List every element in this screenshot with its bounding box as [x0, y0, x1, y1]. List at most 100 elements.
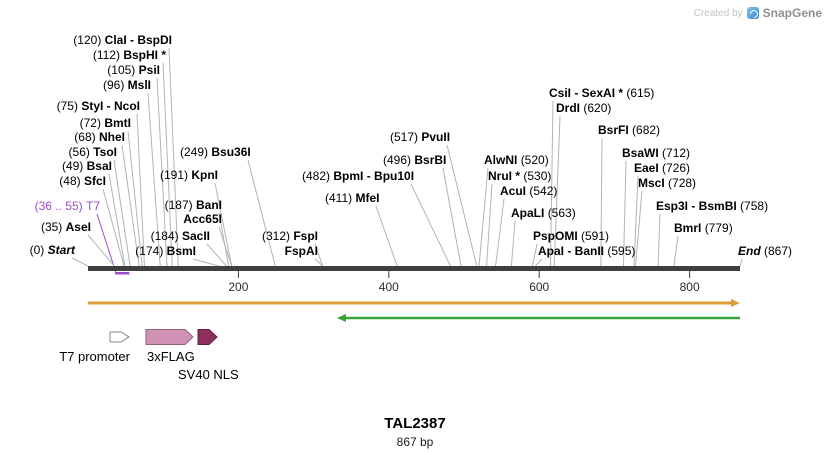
enzyme-label-csii-sexai[interactable]: CsiI - SexAI * (615) [549, 87, 654, 100]
enzyme-label-nrui[interactable]: NruI * (530) [488, 170, 551, 183]
leader-line-styi-ncoi [136, 113, 145, 267]
enzyme-label-pspomi[interactable]: PspOMI (591) [533, 230, 609, 243]
enzyme-label-bsrbi[interactable]: (496) BsrBI [383, 154, 446, 167]
enzyme-position: (72) [79, 116, 101, 130]
enzyme-name: ApaLI [511, 206, 545, 220]
enzyme-label-asei[interactable]: (35) AseI [41, 221, 91, 234]
enzyme-label-kpni[interactable]: (191) KpnI [160, 169, 218, 182]
enzyme-label-fspi[interactable]: (312) FspI [262, 230, 318, 243]
enzyme-name: BsaI [86, 159, 112, 173]
feature-arrow-3xflag[interactable] [145, 329, 194, 345]
leader-line-bmti [127, 130, 143, 267]
feature-arrow-t7-promoter[interactable] [109, 331, 130, 343]
enzyme-label-clai-bspdi[interactable]: (120) ClaI - BspDI [73, 34, 172, 47]
leader-line-bsrbi [442, 167, 462, 267]
leader-line-clai-bspdi [168, 47, 179, 267]
enzyme-label-bani[interactable]: (187) BanI [165, 199, 222, 212]
enzyme-label-bsmi[interactable]: (174) BsmI [135, 245, 196, 258]
enzyme-position: (96) [102, 78, 125, 92]
enzyme-label-nhei[interactable]: (68) NheI [74, 131, 125, 144]
leader-line-end [739, 258, 743, 267]
enzyme-label-styi-ncoi[interactable]: (75) StyI - NcoI [57, 100, 140, 113]
ruler-number-600: 600 [529, 280, 550, 294]
enzyme-label-esp3i-bsmbi[interactable]: Esp3I - BsmBI (758) [656, 200, 768, 213]
leader-line-bsphi [162, 62, 173, 267]
enzyme-position: (496) [383, 153, 412, 167]
leader-line-bsmi [192, 258, 219, 267]
leader-line-pspomi [531, 243, 538, 267]
feature-arrow-sv40-nls[interactable] [197, 329, 218, 345]
enzyme-label-bsai[interactable]: (49) BsaI [62, 160, 112, 173]
enzyme-name: BsmI [166, 244, 196, 258]
enzyme-name: BspHI * [123, 48, 166, 62]
enzyme-position: (779) [704, 221, 733, 235]
leader-line-pvuii [446, 144, 478, 267]
enzyme-name: ClaI - BspDI [104, 33, 172, 47]
enzyme-position: (542) [529, 184, 558, 198]
leader-line-fspi [314, 243, 324, 267]
enzyme-label-acui[interactable]: AcuI (542) [500, 185, 557, 198]
enzyme-label-bpmi-bpu10i[interactable]: (482) BpmI - Bpu10I [302, 170, 414, 183]
enzyme-label-tsoi[interactable]: (56) TsoI [69, 146, 117, 159]
enzyme-label-bsawi[interactable]: BsaWI (712) [622, 147, 690, 160]
leader-line-msci [634, 190, 643, 267]
leader-line-bsai [108, 173, 126, 267]
enzyme-label-msli[interactable]: (96) MslI [103, 79, 151, 92]
leader-line-bpmi-bpu10i [410, 183, 451, 267]
enzyme-position: (482) [302, 169, 331, 183]
enzyme-position: (520) [520, 153, 549, 167]
enzyme-position: (517) [390, 130, 419, 144]
leader-line-eaei [633, 175, 639, 267]
enzyme-name: EaeI [634, 161, 659, 175]
enzyme-position: (758) [740, 199, 769, 213]
leader-line-mfei [375, 205, 398, 267]
enzyme-label-pvuii[interactable]: (517) PvuII [390, 131, 450, 144]
enzyme-position: (530) [523, 169, 552, 183]
enzyme-label-t7[interactable]: (36 .. 55) T7 [35, 200, 100, 213]
enzyme-label-sfci[interactable]: (48) SfcI [59, 175, 106, 188]
enzyme-name: Start [47, 243, 75, 257]
enzyme-label-apai-banii[interactable]: ApaI - BanII (595) [538, 245, 635, 258]
enzyme-label-psii[interactable]: (105) PsiI [107, 64, 160, 77]
enzyme-label-bmri[interactable]: BmrI (779) [674, 222, 733, 235]
enzyme-position: (105) [107, 63, 136, 77]
enzyme-position: (682) [632, 123, 661, 137]
enzyme-label-bsu36i[interactable]: (249) Bsu36I [180, 146, 251, 159]
enzyme-name: BsaWI [622, 146, 659, 160]
enzyme-name: PsiI [138, 63, 160, 77]
sequence-bar[interactable] [88, 266, 740, 271]
enzyme-name: MslI [127, 78, 151, 92]
enzyme-position: (249) [180, 145, 209, 159]
enzyme-label-bsphi[interactable]: (112) BspHI * [93, 49, 166, 62]
enzyme-label-sacii[interactable]: (184) SacII [151, 230, 210, 243]
enzyme-name: TsoI [93, 145, 117, 159]
enzyme-label-fspai[interactable]: FspAI [285, 245, 318, 258]
enzyme-label-bmti[interactable]: (72) BmtI [80, 117, 131, 130]
leader-line-alwni [478, 167, 489, 267]
forward-strand-arrow-head [731, 299, 740, 307]
leader-line-bsrfi [600, 137, 603, 267]
enzyme-label-bsrfi[interactable]: BsrFI (682) [598, 124, 660, 137]
enzyme-name: MscI [638, 176, 665, 190]
enzyme-position: (191) [160, 168, 189, 182]
enzyme-label-mfei[interactable]: (411) MfeI [325, 192, 379, 205]
enzyme-label-eaei[interactable]: EaeI (726) [634, 162, 690, 175]
enzyme-label-apali[interactable]: ApaLI (563) [511, 207, 576, 220]
feature-label-3xflag[interactable]: 3xFLAG [147, 349, 195, 364]
leader-line-bsawi [622, 160, 627, 267]
feature-label-t7-promoter[interactable]: T7 promoter [59, 349, 130, 364]
leader-line-psii [156, 77, 168, 267]
enzyme-position: (0) [29, 243, 45, 257]
enzyme-position: (187) [164, 198, 193, 212]
enzyme-label-msci[interactable]: MscI (728) [638, 177, 696, 190]
leader-line-bsu36i [247, 159, 276, 267]
reverse-strand-arrow-head [337, 314, 346, 322]
enzyme-label-alwni[interactable]: AlwNI (520) [484, 154, 549, 167]
enzyme-label-drdi[interactable]: DrdI (620) [556, 102, 611, 115]
feature-label-sv40-nls[interactable]: SV40 NLS [178, 367, 239, 382]
enzyme-label-end[interactable]: End (867) [738, 245, 792, 258]
enzyme-label-acc65i[interactable]: Acc65I [183, 213, 222, 226]
enzyme-position: (712) [662, 146, 691, 160]
enzyme-name: BmrI [674, 221, 702, 235]
enzyme-label-start[interactable]: (0) Start [30, 244, 75, 257]
